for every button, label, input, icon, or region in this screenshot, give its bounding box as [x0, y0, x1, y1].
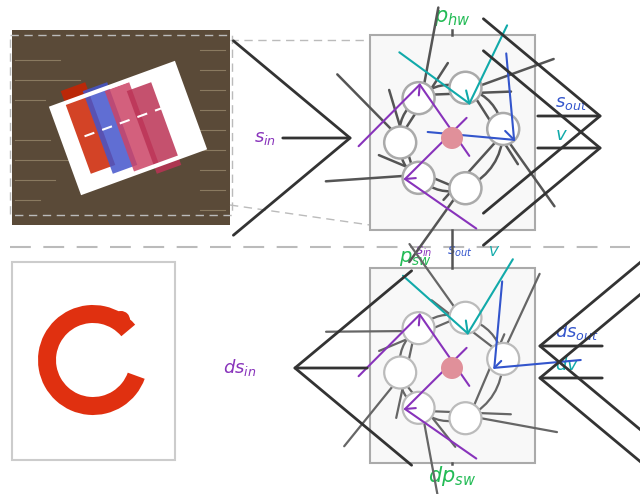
FancyArrowPatch shape [432, 274, 540, 355]
Text: $ds_{in}$: $ds_{in}$ [223, 358, 257, 378]
Circle shape [403, 82, 435, 114]
FancyArrowPatch shape [234, 41, 350, 235]
FancyArrowPatch shape [405, 348, 476, 458]
Wedge shape [38, 305, 145, 415]
FancyArrowPatch shape [540, 249, 640, 443]
FancyArrowPatch shape [379, 244, 461, 351]
FancyArrowPatch shape [358, 84, 469, 156]
Bar [12, 262, 175, 460]
FancyArrowPatch shape [470, 59, 554, 164]
FancyArrowPatch shape [483, 19, 600, 213]
Circle shape [441, 357, 463, 379]
FancyArrowPatch shape [422, 7, 511, 95]
FancyArrowPatch shape [403, 259, 513, 333]
Polygon shape [83, 82, 137, 174]
FancyArrowPatch shape [326, 331, 415, 418]
FancyArrowPatch shape [295, 271, 412, 465]
Circle shape [403, 392, 435, 424]
Circle shape [449, 72, 481, 104]
FancyArrowPatch shape [444, 134, 554, 206]
Polygon shape [127, 82, 181, 174]
Bar [12, 30, 230, 225]
Circle shape [487, 343, 519, 375]
FancyArrowPatch shape [540, 281, 640, 475]
FancyArrowPatch shape [483, 51, 600, 245]
Bar [370, 35, 535, 230]
Circle shape [449, 302, 481, 334]
Text: $s_{in}$: $s_{in}$ [254, 129, 276, 147]
FancyArrowPatch shape [326, 90, 415, 181]
FancyArrowPatch shape [379, 155, 461, 262]
FancyArrowPatch shape [337, 63, 448, 138]
FancyArrowPatch shape [399, 25, 507, 104]
Text: $V$: $V$ [488, 245, 500, 259]
Text: $v$: $v$ [555, 126, 568, 144]
Text: $s_{out}$: $s_{out}$ [555, 94, 588, 112]
Circle shape [449, 402, 481, 434]
Circle shape [403, 312, 435, 344]
Polygon shape [105, 82, 159, 174]
Circle shape [441, 127, 463, 149]
Text: $ds_{out}$: $ds_{out}$ [555, 321, 599, 342]
Circle shape [112, 311, 130, 329]
Bar [370, 268, 535, 463]
Text: $p_{sw}$: $p_{sw}$ [399, 248, 431, 267]
FancyArrowPatch shape [405, 118, 476, 229]
Text: $s_{out}$: $s_{out}$ [447, 245, 473, 259]
FancyArrowPatch shape [422, 411, 511, 494]
FancyArrowPatch shape [494, 282, 580, 368]
Circle shape [403, 162, 435, 194]
Bar [10, 35, 232, 215]
Polygon shape [52, 64, 204, 193]
Text: $dp_{sw}$: $dp_{sw}$ [428, 464, 476, 488]
FancyArrowPatch shape [358, 315, 469, 386]
FancyArrowPatch shape [470, 334, 557, 432]
FancyArrowPatch shape [428, 53, 514, 140]
Text: $p_{hw}$: $p_{hw}$ [434, 8, 470, 28]
Text: $dv$: $dv$ [555, 356, 579, 374]
Polygon shape [61, 82, 115, 174]
Text: $s_{in}$: $s_{in}$ [415, 245, 433, 259]
Circle shape [384, 357, 416, 389]
Circle shape [384, 126, 416, 159]
Circle shape [449, 172, 481, 204]
Circle shape [487, 113, 519, 145]
FancyArrowPatch shape [344, 377, 455, 447]
